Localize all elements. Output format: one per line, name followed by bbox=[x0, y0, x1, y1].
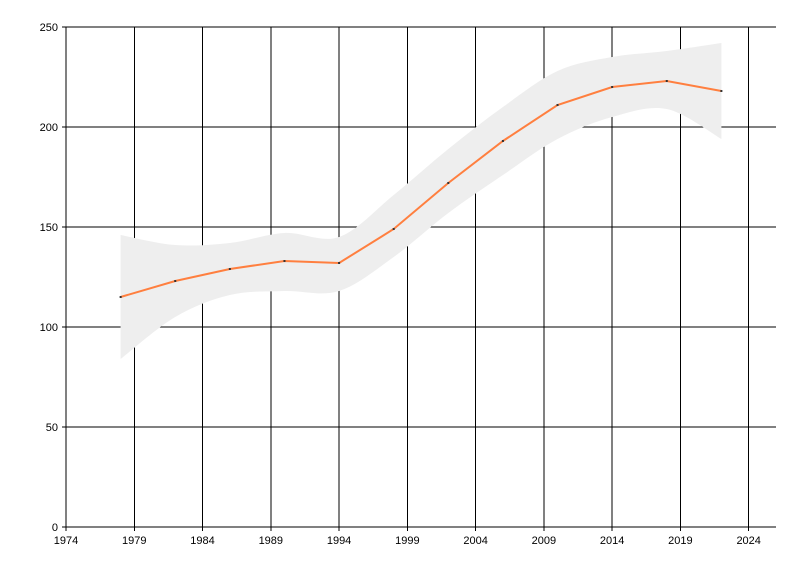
series-line-group bbox=[120, 79, 722, 298]
y-tick-label: 150 bbox=[40, 222, 58, 234]
y-tick-label: 0 bbox=[52, 522, 58, 534]
data-point bbox=[283, 260, 286, 262]
data-point bbox=[119, 296, 122, 298]
data-point bbox=[338, 262, 341, 264]
data-point bbox=[447, 182, 450, 184]
x-tick-label: 2009 bbox=[532, 535, 556, 547]
x-tick-label: 1984 bbox=[190, 535, 214, 547]
x-tick-label: 2024 bbox=[736, 535, 760, 547]
x-tick-label: 1994 bbox=[327, 535, 351, 547]
x-tick-label: 2014 bbox=[600, 535, 624, 547]
data-point bbox=[501, 140, 504, 142]
axes bbox=[62, 26, 776, 531]
y-tick-label: 200 bbox=[40, 122, 58, 134]
x-tick-label: 1979 bbox=[122, 535, 146, 547]
data-point bbox=[228, 268, 231, 270]
data-point bbox=[720, 90, 723, 92]
y-tick-label: 250 bbox=[40, 22, 58, 34]
data-point bbox=[174, 280, 177, 282]
data-points bbox=[119, 80, 723, 298]
data-point bbox=[556, 104, 559, 106]
confidence-band-area bbox=[120, 43, 722, 359]
confidence-band bbox=[120, 43, 722, 359]
data-point bbox=[611, 86, 614, 88]
y-tick-label: 100 bbox=[40, 322, 58, 334]
x-tick-label: 1999 bbox=[395, 535, 419, 547]
x-tick-label: 2019 bbox=[668, 535, 692, 547]
x-tick-label: 1989 bbox=[259, 535, 283, 547]
tick-labels: 0 50 100 150 200 250 1974 1979 1984 1989 1994 1999 2… bbox=[40, 22, 761, 547]
y-tick-label: 50 bbox=[46, 422, 58, 434]
x-tick-label: 1974 bbox=[54, 535, 78, 547]
data-point bbox=[665, 80, 668, 82]
series-line bbox=[120, 79, 722, 298]
x-tick-label: 2004 bbox=[463, 535, 487, 547]
data-point bbox=[392, 228, 395, 230]
